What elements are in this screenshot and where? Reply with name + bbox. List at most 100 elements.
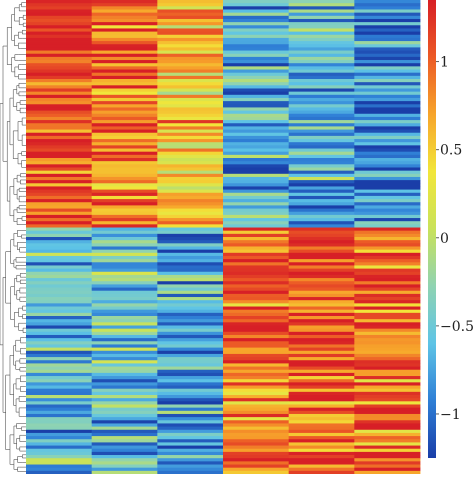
heatmap-cell	[91, 470, 158, 475]
heatmap-cell	[223, 126, 290, 130]
heatmap-cell	[288, 120, 355, 124]
heatmap-cell	[354, 202, 421, 206]
heatmap-cell	[91, 145, 158, 149]
heatmap-cell	[288, 432, 355, 437]
heatmap-cell	[91, 91, 158, 96]
heatmap-cell	[26, 6, 93, 10]
heatmap-cell	[26, 439, 93, 443]
heatmap-cell	[157, 470, 224, 475]
heatmap-cell	[354, 173, 421, 178]
heatmap-cell	[354, 366, 421, 371]
heatmap-cell	[91, 420, 158, 424]
heatmap-cell	[91, 413, 158, 418]
heatmap-cell	[26, 420, 93, 424]
heatmap-cell	[288, 170, 355, 175]
heatmap-cell	[26, 142, 93, 146]
heatmap-cell	[223, 208, 290, 213]
heatmap-cell	[223, 369, 290, 374]
heatmap-cell	[26, 404, 93, 409]
heatmap-cell	[288, 199, 355, 203]
heatmap-cell	[354, 458, 421, 462]
heatmap-cell	[157, 151, 224, 156]
heatmap-cell	[91, 211, 158, 216]
heatmap-cell	[157, 202, 224, 206]
heatmap-cell	[223, 338, 290, 342]
heatmap-cell	[354, 208, 421, 213]
heatmap-cell	[26, 135, 93, 140]
heatmap-cell	[157, 15, 224, 20]
heatmap-cell	[157, 300, 224, 304]
heatmap-cell	[288, 467, 355, 472]
heatmap-cell	[91, 75, 158, 80]
heatmap-cell	[91, 268, 158, 273]
heatmap-cell	[288, 192, 355, 197]
heatmap-cell	[223, 183, 290, 187]
heatmap-cell	[223, 360, 290, 364]
heatmap-cell	[223, 161, 290, 165]
heatmap-cell	[288, 325, 355, 330]
heatmap-cell	[354, 404, 421, 409]
heatmap-cell	[157, 357, 224, 361]
heatmap-cell	[157, 249, 224, 254]
heatmap-cell	[157, 94, 224, 99]
heatmap-cell	[26, 259, 93, 263]
heatmap-cell	[91, 369, 158, 374]
heatmap-cell	[288, 69, 355, 74]
heatmap-cell	[288, 37, 355, 42]
heatmap-cell	[288, 161, 355, 165]
heatmap-cell	[91, 12, 158, 17]
heatmap-cell	[91, 281, 158, 285]
heatmap-cell	[157, 60, 224, 64]
heatmap-cell	[91, 164, 158, 168]
heatmap-cell	[26, 246, 93, 251]
heatmap-cell	[91, 9, 158, 14]
heatmap-cell	[26, 151, 93, 156]
heatmap-cell	[288, 417, 355, 421]
heatmap-cell	[288, 167, 355, 172]
heatmap-cell	[223, 104, 290, 108]
heatmap-cell	[91, 442, 158, 446]
heatmap-cell	[91, 113, 158, 118]
heatmap-cell	[91, 6, 158, 10]
heatmap-cell	[91, 72, 158, 77]
heatmap-cell	[26, 467, 93, 472]
heatmap-cell	[354, 385, 421, 390]
heatmap-cell	[91, 44, 158, 48]
heatmap-cell	[354, 189, 421, 194]
heatmap-cell	[157, 303, 224, 307]
heatmap-cell	[91, 410, 158, 415]
heatmap-cell	[26, 448, 93, 453]
heatmap-cell	[288, 224, 355, 228]
heatmap-cell	[91, 448, 158, 453]
heatmap-cell	[223, 284, 290, 288]
heatmap-cell	[91, 135, 158, 140]
heatmap-cell	[354, 398, 421, 402]
heatmap-cell	[26, 173, 93, 178]
heatmap-cell	[223, 316, 290, 320]
heatmap-cell	[91, 0, 158, 4]
heatmap-cell	[157, 186, 224, 190]
heatmap-cell	[26, 413, 93, 418]
heatmap-cell	[288, 398, 355, 402]
heatmap-cell	[354, 290, 421, 295]
heatmap-cell	[91, 240, 158, 244]
heatmap-cell	[288, 189, 355, 194]
heatmap-cell	[288, 249, 355, 254]
heatmap-cell	[91, 195, 158, 200]
heatmap-cell	[26, 271, 93, 276]
heatmap-cell	[91, 214, 158, 219]
heatmap-cell	[157, 445, 224, 450]
heatmap-cell	[91, 303, 158, 307]
heatmap-cell	[91, 334, 158, 339]
heatmap-cell	[288, 316, 355, 320]
heatmap-cell	[157, 464, 224, 469]
heatmap-cell	[91, 331, 158, 336]
heatmap-cell	[223, 120, 290, 124]
heatmap-cell	[354, 461, 421, 465]
heatmap-cell	[288, 344, 355, 348]
heatmap-cell	[91, 401, 158, 405]
heatmap-cell	[288, 357, 355, 361]
heatmap-cell	[288, 246, 355, 251]
heatmap-cell	[91, 265, 158, 269]
